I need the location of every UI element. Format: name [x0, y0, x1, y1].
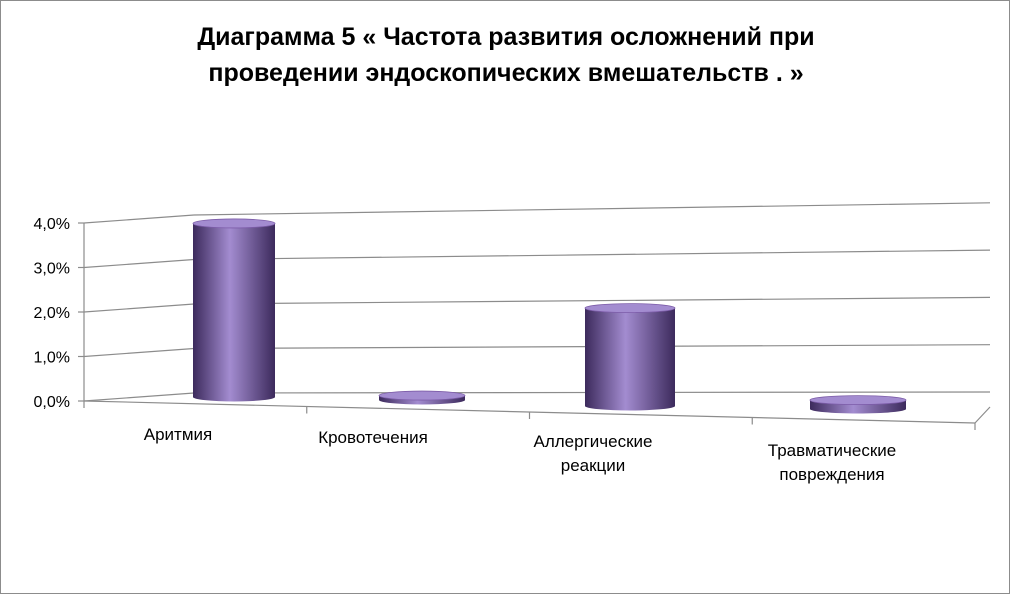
x-axis-category-labels: Аритмия Кровотечения Аллергические реакции Т…	[144, 425, 896, 484]
bar-body	[585, 308, 675, 411]
x-category-label: Аллергические	[534, 432, 653, 451]
y-tick-label: 0,0%	[34, 394, 70, 411]
gridline-side	[83, 214, 195, 224]
y-tick-label: 4,0%	[34, 216, 70, 233]
bar-2	[378, 390, 466, 405]
gridline-back	[193, 202, 991, 216]
y-axis-tick-labels: 0,0% 1,0% 2,0% 3,0% 4,0%	[34, 216, 70, 411]
x-axis-right-edge	[974, 406, 991, 424]
chart-title-line-1: Диаграмма 5 « Частота развития осложнени…	[197, 23, 815, 51]
x-category-label: Аритмия	[144, 425, 212, 444]
x-category-label: реакции	[561, 456, 626, 475]
x-category-label: повреждения	[779, 465, 884, 484]
chart-title-line-2: проведении эндоскопических вмешательств …	[208, 59, 804, 87]
gridline-side	[83, 303, 195, 313]
chart-title: Диаграмма 5 « Частота развития осложнени…	[61, 19, 951, 91]
bar-top	[809, 395, 907, 406]
y-tick-label: 2,0%	[34, 305, 70, 322]
bar-top	[192, 218, 276, 229]
bar-body	[193, 223, 275, 402]
y-tick-label: 1,0%	[34, 350, 70, 367]
gridline-back	[193, 296, 991, 305]
y-tick-label: 3,0%	[34, 261, 70, 278]
bar-top	[378, 390, 466, 401]
bar-top	[584, 303, 676, 314]
gridline-side	[83, 347, 195, 358]
bars	[192, 218, 907, 414]
bar-1	[192, 218, 276, 402]
x-category-label: Кровотечения	[318, 428, 428, 447]
gridline-side	[83, 258, 195, 269]
gridline-back	[193, 249, 991, 261]
x-category-label: Травматические	[768, 441, 896, 460]
bar-3	[584, 303, 676, 411]
gridline-side	[83, 392, 195, 402]
bar-4	[809, 395, 907, 414]
axes	[78, 222, 991, 430]
